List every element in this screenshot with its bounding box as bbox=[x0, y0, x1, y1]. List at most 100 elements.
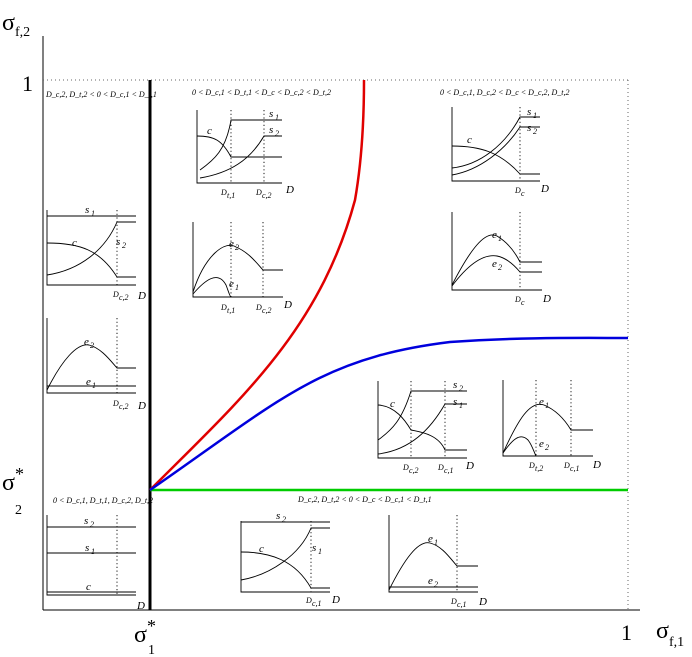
svg-text:c,2: c,2 bbox=[119, 402, 129, 411]
svg-text:D: D bbox=[255, 303, 262, 312]
svg-text:s: s bbox=[84, 515, 88, 527]
svg-text:c,2: c,2 bbox=[262, 306, 272, 315]
svg-text:1: 1 bbox=[318, 547, 322, 556]
y-axis-one-label: 1 bbox=[22, 71, 33, 96]
svg-text:D: D bbox=[540, 183, 549, 195]
svg-text:s: s bbox=[527, 106, 531, 118]
svg-text:2: 2 bbox=[275, 129, 279, 138]
svg-text:c: c bbox=[521, 298, 525, 307]
svg-text:1: 1 bbox=[92, 381, 96, 390]
svg-text:s: s bbox=[85, 542, 89, 554]
svg-text:c,1: c,1 bbox=[457, 600, 467, 609]
svg-text:D: D bbox=[137, 290, 146, 302]
svg-text:e: e bbox=[229, 278, 234, 290]
svg-text:1: 1 bbox=[275, 113, 279, 122]
svg-text:D: D bbox=[220, 188, 227, 197]
svg-text:D: D bbox=[112, 290, 119, 299]
svg-text:2: 2 bbox=[545, 443, 549, 452]
svg-text:s: s bbox=[527, 122, 531, 134]
svg-text:c,2: c,2 bbox=[119, 293, 129, 302]
svg-text:e: e bbox=[428, 575, 433, 587]
condition-top-right: 0 < D_c,1, D_c,2 < D_c < D_c,2, D_t,2 bbox=[440, 88, 570, 97]
sigma2-star-subscript: 2 bbox=[15, 503, 22, 518]
svg-text:2: 2 bbox=[533, 127, 537, 136]
svg-text:1: 1 bbox=[91, 209, 95, 218]
svg-text:2: 2 bbox=[282, 515, 286, 524]
svg-text:c,2: c,2 bbox=[262, 191, 272, 200]
condition-top-left: D_c,2, D_t,2 < 0 < D_c,1 < D_t,1 bbox=[45, 90, 157, 99]
svg-text:D: D bbox=[285, 184, 294, 196]
svg-text:t,1: t,1 bbox=[227, 306, 235, 315]
svg-text:D: D bbox=[542, 293, 551, 305]
condition-bottom-right: D_c,2, D_t,2 < 0 < D_c < D_c,1 < D_t,1 bbox=[297, 495, 432, 504]
svg-text:D: D bbox=[478, 596, 487, 608]
svg-text:1: 1 bbox=[235, 283, 239, 292]
sigma2-star-label: σ* bbox=[2, 464, 24, 496]
svg-text:1: 1 bbox=[498, 234, 502, 243]
svg-text:2: 2 bbox=[459, 384, 463, 393]
condition-bottom-left: 0 < D_c,1, D_t,1, D_c,2, D_t,2 bbox=[53, 496, 153, 505]
svg-text:s: s bbox=[269, 108, 273, 120]
svg-text:c: c bbox=[207, 125, 212, 137]
svg-text:e: e bbox=[492, 229, 497, 241]
svg-text:D: D bbox=[465, 460, 474, 472]
svg-text:D: D bbox=[437, 463, 444, 472]
svg-text:t,2: t,2 bbox=[535, 464, 543, 473]
blue-boundary-curve bbox=[149, 336, 629, 492]
svg-text:e: e bbox=[229, 238, 234, 250]
svg-text:c: c bbox=[72, 237, 77, 249]
svg-text:1: 1 bbox=[434, 538, 438, 547]
svg-text:s: s bbox=[85, 204, 89, 216]
svg-text:e: e bbox=[539, 438, 544, 450]
red-boundary-curve bbox=[149, 79, 366, 491]
svg-text:c,2: c,2 bbox=[409, 466, 419, 475]
svg-text:c: c bbox=[259, 543, 264, 555]
svg-text:c: c bbox=[521, 189, 525, 198]
svg-text:1: 1 bbox=[545, 401, 549, 410]
svg-text:D: D bbox=[592, 459, 601, 471]
svg-text:e: e bbox=[539, 396, 544, 408]
svg-text:D: D bbox=[450, 597, 457, 606]
svg-text:D: D bbox=[331, 594, 340, 606]
svg-text:D: D bbox=[563, 461, 570, 470]
svg-text:e: e bbox=[84, 336, 89, 348]
svg-text:t,1: t,1 bbox=[227, 191, 235, 200]
svg-text:e: e bbox=[86, 376, 91, 388]
svg-text:s: s bbox=[453, 396, 457, 408]
svg-text:D: D bbox=[514, 295, 521, 304]
svg-text:c: c bbox=[467, 134, 472, 146]
sigma1-star-label: σ* bbox=[134, 616, 156, 648]
svg-text:1: 1 bbox=[533, 111, 537, 120]
x-axis-one-label: 1 bbox=[621, 620, 632, 645]
svg-text:D: D bbox=[137, 400, 146, 412]
x-axis-title: σf,1 bbox=[656, 618, 684, 650]
svg-text:e: e bbox=[492, 258, 497, 270]
svg-text:s: s bbox=[276, 510, 280, 522]
svg-text:s: s bbox=[453, 379, 457, 391]
svg-text:D: D bbox=[305, 596, 312, 605]
svg-text:c,1: c,1 bbox=[444, 466, 454, 475]
svg-text:e: e bbox=[428, 533, 433, 545]
svg-text:D: D bbox=[112, 399, 119, 408]
svg-text:2: 2 bbox=[90, 341, 94, 350]
svg-text:2: 2 bbox=[498, 263, 502, 272]
svg-text:D: D bbox=[220, 303, 227, 312]
condition-top-middle: 0 < D_c,1 < D_t,1 < D_c < D_c,2 < D_t,2 bbox=[192, 88, 331, 97]
svg-text:c,1: c,1 bbox=[312, 599, 322, 608]
svg-text:D: D bbox=[255, 188, 262, 197]
svg-text:D: D bbox=[283, 299, 292, 311]
y-axis-title: σf,2 bbox=[2, 10, 30, 40]
svg-text:D: D bbox=[528, 461, 535, 470]
